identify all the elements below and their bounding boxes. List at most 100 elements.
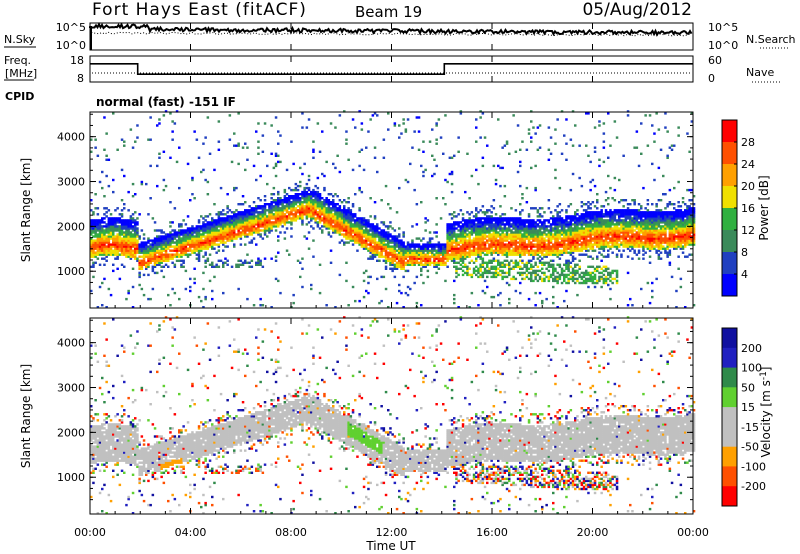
power-cell — [109, 221, 113, 224]
power-cell — [92, 231, 95, 234]
power-cell — [250, 209, 254, 212]
power-cell — [303, 205, 306, 208]
power-cell — [248, 217, 251, 220]
power-cell — [316, 197, 320, 200]
power-cell — [334, 227, 337, 230]
power-cell — [127, 249, 130, 252]
power-cell — [398, 227, 401, 230]
power-cell — [406, 249, 410, 252]
power-cell — [142, 241, 146, 244]
power-cell — [354, 227, 357, 230]
power-cell — [255, 227, 258, 230]
power-cell — [488, 243, 491, 246]
power-cell — [98, 229, 102, 232]
power-cell — [378, 231, 381, 234]
power-cell — [184, 243, 188, 246]
power-cell — [118, 213, 122, 216]
power-cell — [164, 184, 168, 188]
power-cell — [439, 251, 443, 254]
power-cell — [591, 265, 595, 268]
power-cell — [261, 150, 265, 153]
power-cell — [114, 227, 117, 230]
power-cell — [160, 247, 163, 250]
power-cell — [338, 209, 342, 212]
power-cell — [534, 132, 537, 135]
power-cell — [382, 259, 386, 262]
power-cell — [318, 205, 322, 208]
power-cell — [327, 225, 331, 228]
power-cell — [120, 221, 124, 224]
power-cell — [292, 205, 295, 208]
power-cell — [153, 259, 157, 262]
power-cell — [593, 285, 597, 289]
power-cell — [257, 122, 260, 125]
power-cell — [316, 195, 320, 198]
power-cell — [318, 213, 322, 216]
power-cell — [587, 285, 590, 289]
power-cell — [290, 217, 293, 220]
power-cell — [345, 229, 348, 232]
power-cell — [532, 219, 535, 222]
power-cell — [576, 269, 579, 273]
power-cell — [369, 255, 372, 258]
power-cell — [103, 241, 106, 244]
power-cell — [90, 241, 93, 244]
power-cell — [347, 215, 350, 218]
power-cell — [395, 243, 399, 246]
power-cell — [310, 201, 313, 204]
power-cell — [411, 146, 414, 149]
power-cell — [266, 223, 269, 226]
power-cell — [477, 243, 480, 246]
power-cell — [257, 140, 260, 143]
power-cell — [387, 257, 390, 260]
power-cell — [116, 148, 119, 151]
power-cell — [107, 245, 111, 248]
power-cell — [329, 235, 333, 238]
nave-label: Nave — [746, 66, 774, 79]
power-cell — [277, 209, 280, 212]
power-cell — [402, 122, 405, 125]
power-cell — [609, 271, 612, 275]
power-cell — [356, 231, 359, 234]
power-cell — [107, 231, 111, 234]
power-cell — [90, 233, 93, 236]
power-cell — [483, 219, 487, 222]
power-cell — [230, 221, 234, 224]
power-cell — [134, 237, 137, 240]
power-cell — [461, 247, 465, 250]
power-cell — [101, 239, 104, 242]
power-cell — [204, 295, 207, 299]
power-cell — [158, 118, 161, 121]
power-cell — [202, 306, 205, 309]
power-cell — [343, 205, 346, 208]
power-cell — [103, 221, 106, 224]
power-cell — [402, 267, 405, 270]
power-cell — [224, 221, 227, 224]
power-cell — [156, 263, 159, 266]
power-cell — [479, 255, 482, 258]
power-cell — [277, 219, 280, 222]
power-cell — [323, 209, 326, 212]
power-cell — [527, 297, 531, 301]
power-cell — [378, 245, 381, 248]
power-cell — [486, 253, 489, 256]
power-cell — [554, 275, 557, 279]
power-cell — [525, 225, 529, 228]
power-cell — [277, 154, 280, 157]
power-cell — [321, 197, 324, 200]
power-cell — [505, 243, 509, 246]
power-cell — [371, 255, 375, 258]
power-cell — [569, 247, 573, 250]
power-cell — [178, 241, 181, 244]
noise-trace — [89, 22, 693, 50]
power-cell — [345, 138, 348, 141]
power-cell — [338, 221, 342, 224]
power-cell — [534, 304, 537, 307]
power-cell — [204, 136, 207, 139]
power-cell — [347, 207, 350, 210]
power-cell — [305, 186, 309, 190]
power-cell — [395, 249, 399, 252]
power-cell — [536, 126, 540, 129]
power-cell — [255, 223, 258, 226]
power-cell — [450, 243, 454, 246]
